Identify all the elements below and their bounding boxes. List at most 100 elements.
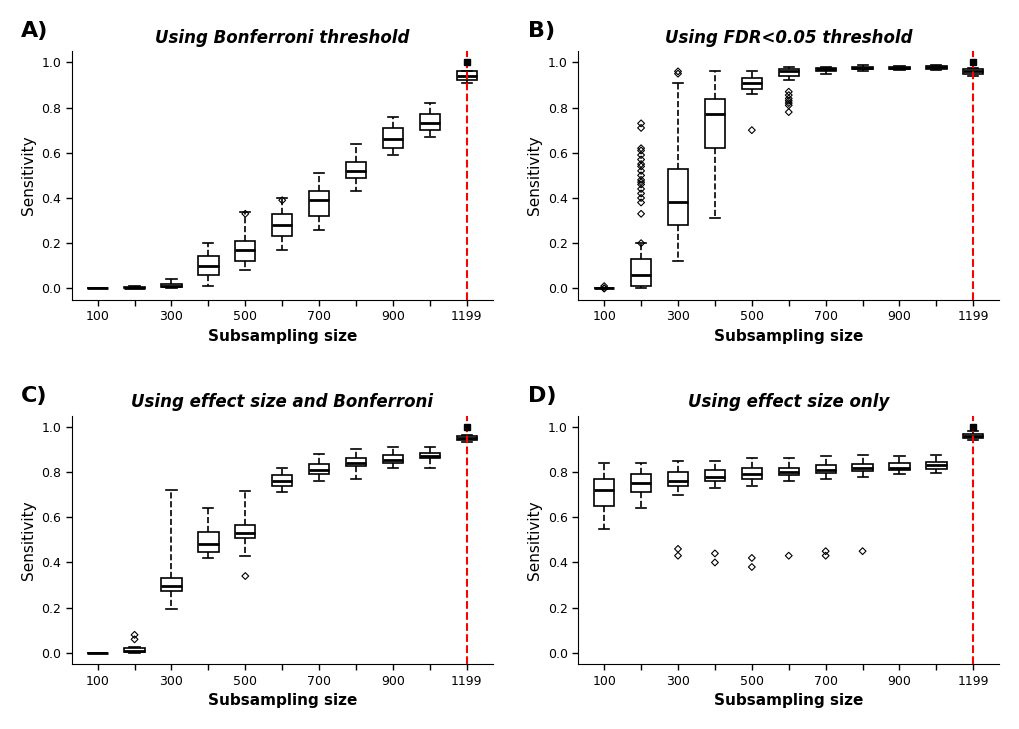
- Y-axis label: Sensitivity: Sensitivity: [527, 136, 542, 215]
- Point: [706, 547, 722, 559]
- PathPatch shape: [382, 455, 403, 463]
- PathPatch shape: [382, 128, 403, 148]
- Point: [780, 95, 796, 106]
- PathPatch shape: [889, 67, 909, 69]
- PathPatch shape: [124, 287, 145, 289]
- PathPatch shape: [962, 434, 982, 438]
- PathPatch shape: [852, 67, 872, 69]
- Point: [780, 550, 796, 561]
- Point: [669, 550, 686, 561]
- PathPatch shape: [777, 467, 798, 475]
- Point: [126, 634, 143, 645]
- Point: [780, 106, 796, 118]
- PathPatch shape: [925, 462, 946, 469]
- Point: [633, 238, 649, 249]
- X-axis label: Subsampling size: Subsampling size: [713, 693, 863, 708]
- Point: [633, 122, 649, 133]
- Point: [743, 552, 759, 564]
- Point: [633, 142, 649, 154]
- Point: [633, 154, 649, 165]
- PathPatch shape: [235, 241, 255, 261]
- PathPatch shape: [124, 648, 145, 652]
- PathPatch shape: [198, 256, 218, 275]
- Point: [780, 86, 796, 98]
- Point: [633, 158, 649, 170]
- Point: [633, 208, 649, 219]
- Point: [633, 117, 649, 129]
- Y-axis label: Sensitivity: Sensitivity: [20, 136, 36, 215]
- PathPatch shape: [815, 68, 835, 71]
- Text: C): C): [21, 386, 48, 405]
- Title: Using FDR<0.05 threshold: Using FDR<0.05 threshold: [664, 28, 912, 47]
- Point: [595, 280, 611, 292]
- PathPatch shape: [272, 214, 292, 236]
- PathPatch shape: [852, 464, 872, 471]
- PathPatch shape: [272, 475, 292, 486]
- PathPatch shape: [345, 459, 366, 467]
- Point: [816, 545, 833, 557]
- Point: [669, 68, 686, 79]
- Point: [706, 557, 722, 569]
- X-axis label: Subsampling size: Subsampling size: [207, 329, 357, 343]
- Point: [633, 197, 649, 208]
- Text: B): B): [527, 21, 554, 41]
- PathPatch shape: [631, 475, 650, 492]
- Point: [633, 144, 649, 156]
- Point: [633, 183, 649, 195]
- PathPatch shape: [235, 525, 255, 537]
- Title: Using Bonferroni threshold: Using Bonferroni threshold: [155, 28, 409, 47]
- Title: Using effect size and Bonferroni: Using effect size and Bonferroni: [131, 393, 433, 411]
- Point: [126, 629, 143, 641]
- PathPatch shape: [161, 578, 181, 590]
- PathPatch shape: [309, 191, 329, 216]
- Point: [780, 97, 796, 109]
- PathPatch shape: [457, 71, 477, 80]
- Y-axis label: Sensitivity: Sensitivity: [20, 500, 36, 580]
- PathPatch shape: [198, 532, 218, 553]
- Point: [274, 195, 290, 206]
- Text: D): D): [527, 386, 555, 405]
- Point: [743, 561, 759, 573]
- PathPatch shape: [962, 69, 982, 74]
- Point: [633, 170, 649, 182]
- PathPatch shape: [420, 114, 439, 130]
- PathPatch shape: [815, 465, 835, 473]
- PathPatch shape: [593, 479, 613, 506]
- PathPatch shape: [889, 463, 909, 469]
- PathPatch shape: [925, 66, 946, 69]
- Point: [633, 160, 649, 172]
- PathPatch shape: [777, 69, 798, 76]
- Y-axis label: Sensitivity: Sensitivity: [527, 500, 542, 580]
- PathPatch shape: [704, 98, 725, 148]
- PathPatch shape: [457, 436, 477, 440]
- Point: [236, 570, 253, 582]
- Point: [633, 192, 649, 204]
- Point: [780, 89, 796, 101]
- Point: [633, 187, 649, 199]
- Point: [669, 66, 686, 77]
- Point: [633, 165, 649, 176]
- PathPatch shape: [309, 464, 329, 475]
- X-axis label: Subsampling size: Subsampling size: [207, 693, 357, 708]
- Point: [816, 550, 833, 561]
- PathPatch shape: [704, 469, 725, 481]
- X-axis label: Subsampling size: Subsampling size: [713, 329, 863, 343]
- PathPatch shape: [667, 472, 688, 486]
- PathPatch shape: [161, 284, 181, 287]
- Title: Using effect size only: Using effect size only: [688, 393, 889, 411]
- Point: [595, 283, 611, 295]
- PathPatch shape: [667, 168, 688, 225]
- Point: [236, 208, 253, 219]
- Text: A): A): [21, 21, 49, 41]
- Point: [633, 174, 649, 186]
- Point: [669, 543, 686, 555]
- PathPatch shape: [741, 467, 761, 479]
- PathPatch shape: [345, 162, 366, 178]
- PathPatch shape: [741, 78, 761, 90]
- Point: [854, 545, 870, 557]
- Point: [743, 125, 759, 136]
- Point: [780, 99, 796, 111]
- Point: [780, 93, 796, 104]
- Point: [633, 179, 649, 190]
- Point: [633, 176, 649, 188]
